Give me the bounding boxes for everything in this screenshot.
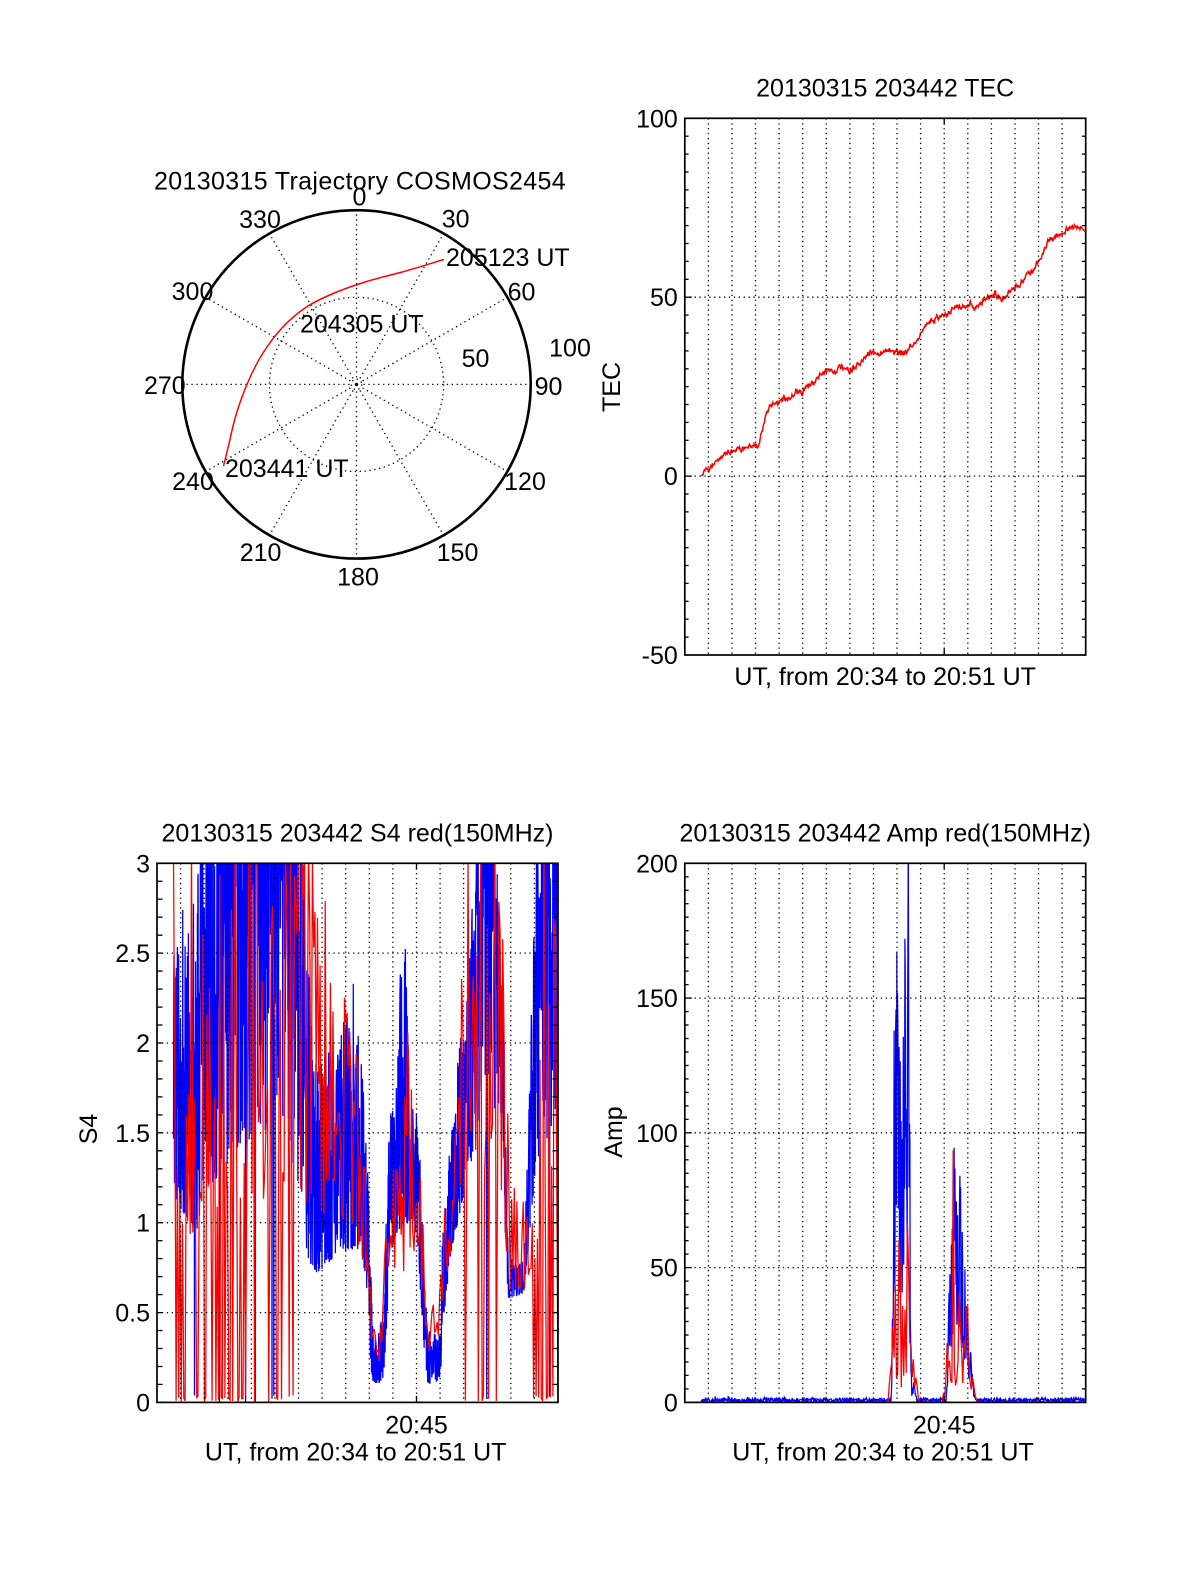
svg-text:50: 50 <box>650 284 678 312</box>
svg-text:330: 330 <box>239 206 281 234</box>
svg-text:20130315 203442 Amp red(150MHz: 20130315 203442 Amp red(150MHz) <box>680 820 1091 848</box>
svg-text:0: 0 <box>136 1389 150 1417</box>
svg-text:S4: S4 <box>75 1114 103 1145</box>
svg-text:UT, from 20:34 to 20:51 UT: UT, from 20:34 to 20:51 UT <box>205 1439 507 1467</box>
svg-text:20130315 Trajectory COSMOS2454: 20130315 Trajectory COSMOS2454 <box>154 168 566 196</box>
svg-text:-50: -50 <box>642 642 678 670</box>
svg-text:100: 100 <box>636 105 678 133</box>
svg-text:200: 200 <box>636 850 678 878</box>
svg-text:UT, from 20:34 to 20:51 UT: UT, from 20:34 to 20:51 UT <box>732 1439 1034 1467</box>
svg-text:50: 50 <box>650 1255 678 1283</box>
svg-text:1.5: 1.5 <box>115 1120 150 1148</box>
svg-text:Amp: Amp <box>600 1106 628 1157</box>
svg-text:203441 UT: 203441 UT <box>225 455 349 483</box>
svg-text:UT, from 20:34 to 20:51 UT: UT, from 20:34 to 20:51 UT <box>734 663 1036 691</box>
svg-text:50: 50 <box>462 345 490 373</box>
svg-text:0.5: 0.5 <box>115 1300 150 1328</box>
svg-text:90: 90 <box>535 373 563 401</box>
svg-text:0: 0 <box>664 1389 678 1417</box>
svg-text:100: 100 <box>549 334 591 362</box>
svg-text:150: 150 <box>437 539 479 567</box>
svg-text:2.5: 2.5 <box>115 940 150 968</box>
svg-text:3: 3 <box>136 850 150 878</box>
svg-text:20:45: 20:45 <box>913 1411 976 1439</box>
svg-text:204305 UT: 204305 UT <box>300 311 424 339</box>
svg-text:240: 240 <box>172 468 214 496</box>
svg-text:20:45: 20:45 <box>385 1411 448 1439</box>
svg-text:205123 UT: 205123 UT <box>446 244 570 272</box>
svg-text:120: 120 <box>504 468 546 496</box>
svg-text:180: 180 <box>337 564 379 592</box>
svg-text:20130315 203442 TEC: 20130315 203442 TEC <box>756 75 1014 103</box>
svg-text:30: 30 <box>442 205 470 233</box>
svg-text:210: 210 <box>240 539 282 567</box>
svg-text:60: 60 <box>508 278 536 306</box>
svg-text:TEC: TEC <box>598 362 626 412</box>
svg-text:150: 150 <box>636 985 678 1013</box>
svg-text:0: 0 <box>353 184 367 212</box>
svg-text:270: 270 <box>144 372 186 400</box>
svg-text:100: 100 <box>636 1120 678 1148</box>
svg-text:20130315 203442 S4 red(150MHz): 20130315 203442 S4 red(150MHz) <box>162 820 554 848</box>
svg-text:2: 2 <box>136 1030 150 1058</box>
svg-text:0: 0 <box>664 463 678 491</box>
svg-text:1: 1 <box>136 1210 150 1238</box>
svg-text:300: 300 <box>172 278 214 306</box>
